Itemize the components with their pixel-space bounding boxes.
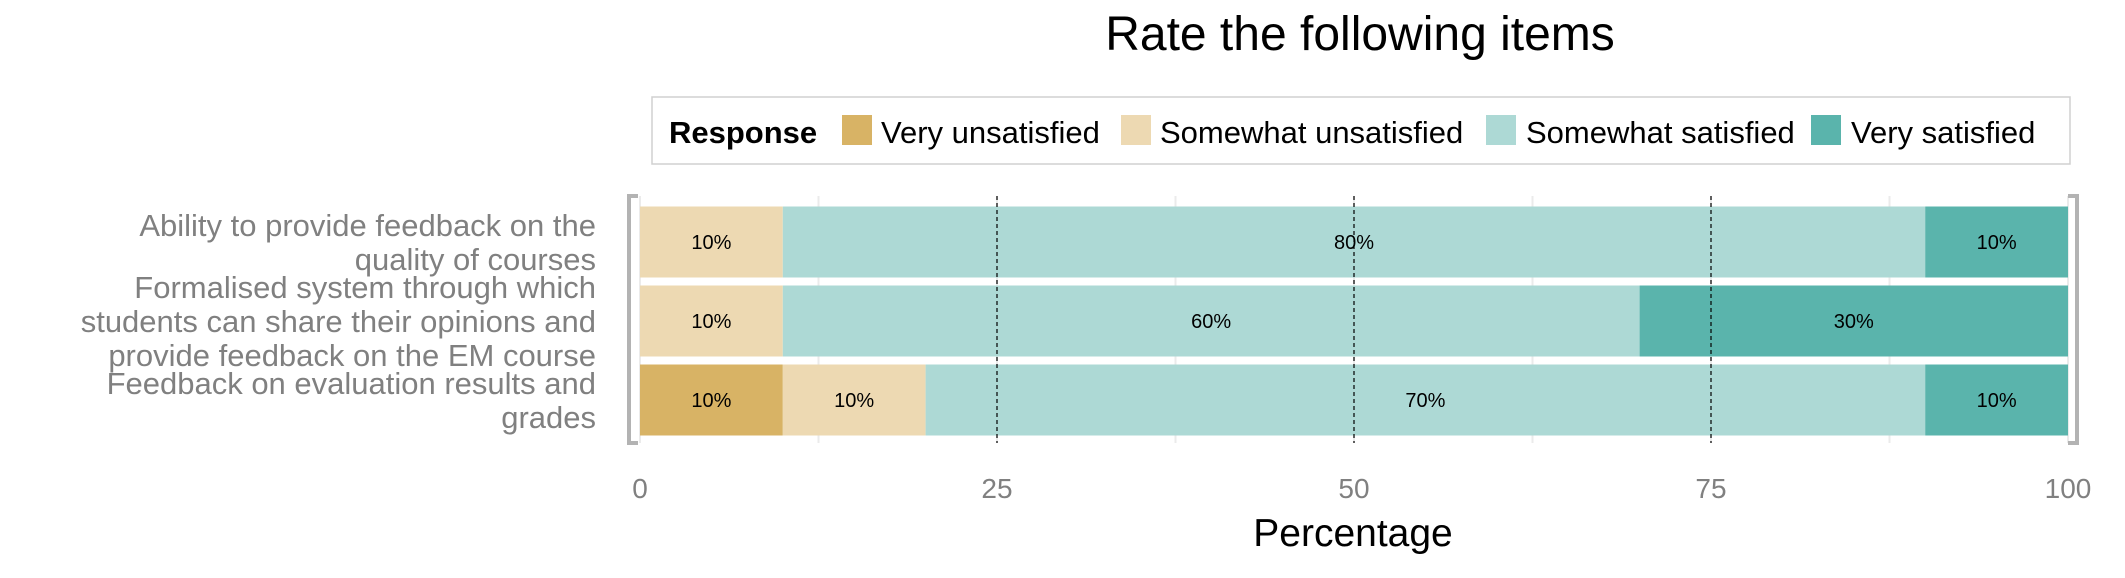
data-label: 30% bbox=[1834, 311, 1874, 333]
legend-label: Somewhat satisfied bbox=[1526, 115, 1795, 150]
data-label: 10% bbox=[1977, 232, 2017, 254]
legend-swatch bbox=[1486, 115, 1516, 145]
plot-area: 10% 80% 10% 10% 60% 30% 10% 10% 70% 10% Ability t… bbox=[81, 194, 2092, 504]
plot-frame-right bbox=[2068, 194, 2079, 445]
category-label: Ability to provide feedback on the qualit… bbox=[139, 208, 596, 277]
data-label: 10% bbox=[691, 390, 731, 412]
data-label: 10% bbox=[691, 232, 731, 254]
legend-title: Response bbox=[669, 115, 817, 150]
bar-segment bbox=[782, 364, 926, 436]
legend-label: Very unsatisfied bbox=[881, 115, 1100, 150]
legend-label: Somewhat unsatisfied bbox=[1160, 115, 1463, 150]
x-tick-label: 25 bbox=[981, 473, 1012, 504]
x-tick-label: 75 bbox=[1695, 473, 1726, 504]
legend-label: Very satisfied bbox=[1851, 115, 2035, 150]
bar-segment bbox=[640, 364, 783, 436]
data-label: 70% bbox=[1405, 390, 1445, 412]
bar-segment bbox=[782, 285, 1640, 357]
bar-segment bbox=[925, 364, 1926, 436]
legend: Response Very unsatisfied Somewhat unsati… bbox=[651, 96, 2071, 165]
data-label: 10% bbox=[834, 390, 874, 412]
bar-segment bbox=[1925, 206, 2068, 278]
data-label: 10% bbox=[1977, 390, 2017, 412]
data-label: 80% bbox=[1334, 232, 1374, 254]
x-tick-label: 50 bbox=[1338, 473, 1369, 504]
chart-title: Rate the following items bbox=[1105, 8, 1615, 61]
category-label: Formalised system through which students … bbox=[81, 270, 596, 373]
legend-swatch bbox=[1121, 115, 1151, 145]
x-axis-title: Percentage bbox=[1253, 512, 1452, 555]
legend-swatch bbox=[1811, 115, 1841, 145]
data-label: 10% bbox=[691, 311, 731, 333]
legend-swatch bbox=[842, 115, 872, 145]
bar-segment bbox=[640, 206, 783, 278]
bar-segment bbox=[1925, 364, 2068, 436]
data-label: 60% bbox=[1191, 311, 1231, 333]
x-tick-label: 100 bbox=[2045, 473, 2092, 504]
plot-frame-left bbox=[627, 194, 638, 445]
category-label: Feedback on evaluation results and grades bbox=[107, 366, 596, 435]
bar-segment bbox=[640, 285, 783, 357]
x-tick-label: 0 bbox=[632, 473, 648, 504]
